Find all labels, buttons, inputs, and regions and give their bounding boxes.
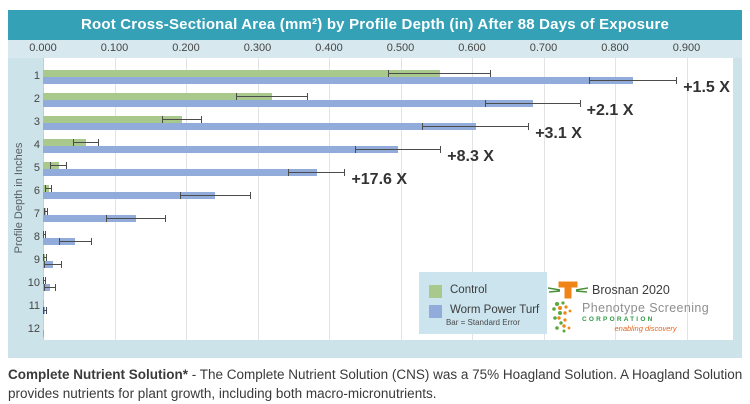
- legend: Control Worm Power Turf Bar = Standard E…: [419, 272, 547, 334]
- phenotype-name: Phenotype Screening: [582, 301, 710, 315]
- legend-swatch-control: [429, 285, 442, 298]
- y-tick-label: 12: [27, 323, 40, 335]
- legend-swatch-worm-power-turf: [429, 305, 442, 318]
- y-tick-label: 5: [33, 162, 40, 174]
- error-bar: [179, 192, 252, 199]
- brosnan-label: Brosnan 2020: [592, 283, 670, 297]
- error-bar: [421, 123, 530, 130]
- y-tick-label: 11: [28, 300, 40, 312]
- x-tick-label: 0.600: [458, 42, 486, 54]
- error-bar: [355, 146, 442, 153]
- bar-control: [43, 70, 440, 77]
- error-bar: [162, 116, 203, 123]
- error-bar: [43, 231, 46, 238]
- x-tick-label: 0.800: [601, 42, 629, 54]
- chart: Root Cross-Sectional Area (mm²) by Profi…: [8, 10, 742, 358]
- bar-worm-power-turf: [43, 192, 216, 199]
- gridline: [544, 58, 545, 340]
- error-bar: [43, 307, 48, 314]
- phenotype-dots-icon: [552, 301, 572, 333]
- phenotype-tagline: enabling discovery: [614, 324, 677, 333]
- bar-control: [43, 116, 183, 123]
- error-bar: [43, 254, 48, 261]
- x-tick-label: 0.400: [315, 42, 343, 54]
- footnote: Complete Nutrient Solution* - The Comple…: [8, 366, 744, 404]
- gridline: [615, 58, 616, 340]
- bar-worm-power-turf: [43, 169, 317, 176]
- x-tick-label: 0.900: [672, 42, 701, 54]
- footnote-bold: Complete Nutrient Solution*: [8, 367, 188, 382]
- gridline: [115, 58, 116, 340]
- bar-worm-power-turf: [43, 215, 136, 222]
- bar-worm-power-turf: [43, 77, 633, 84]
- bar-worm-power-turf: [43, 330, 44, 337]
- legend-note: Bar = Standard Error: [445, 318, 521, 327]
- error-bar: [44, 284, 56, 291]
- gridline: [258, 58, 259, 340]
- gridline: [472, 58, 473, 340]
- error-bar: [45, 185, 53, 192]
- fold-increase-label: +2.1 X: [586, 102, 634, 119]
- error-bar: [588, 77, 678, 84]
- error-bar: [44, 261, 62, 268]
- bar-worm-power-turf: [43, 100, 533, 107]
- fold-increase-label: +1.5 X: [683, 79, 730, 96]
- y-tick-label: 3: [33, 116, 40, 128]
- error-bar: [58, 238, 92, 245]
- y-tick-label: 10: [27, 277, 40, 289]
- x-tick-label: 0.000: [29, 42, 57, 54]
- error-bar: [50, 162, 68, 169]
- error-bar: [43, 277, 46, 284]
- x-tick-label: 0.100: [100, 42, 129, 54]
- fold-increase-label: +17.6 X: [351, 171, 408, 188]
- bar-worm-power-turf: [43, 146, 399, 153]
- gridline: [401, 58, 402, 340]
- legend-label-control: Control: [450, 284, 488, 296]
- error-bar: [484, 100, 581, 107]
- fold-increase-label: +8.3 X: [447, 148, 494, 165]
- y-tick-label: 1: [33, 70, 40, 82]
- error-bar: [43, 208, 48, 215]
- error-bar: [73, 139, 99, 146]
- x-tick-label: 0.500: [386, 42, 415, 54]
- x-tick-label: 0.300: [243, 42, 272, 54]
- chart-title: Root Cross-Sectional Area (mm²) by Profi…: [8, 10, 742, 40]
- bar-control: [43, 300, 44, 307]
- bar-worm-power-turf: [43, 123, 476, 130]
- footnote-text: - The Complete Nutrient Solution (CNS) w…: [8, 367, 743, 401]
- error-bar: [105, 215, 166, 222]
- y-tick-label: 9: [33, 254, 40, 266]
- y-tick-label: 8: [33, 231, 40, 243]
- power-t-icon: [548, 280, 588, 300]
- error-bar: [388, 70, 492, 77]
- error-bar: [288, 169, 346, 176]
- bar-control: [43, 139, 86, 146]
- x-tick-label: 0.200: [172, 42, 200, 54]
- gridline: [43, 58, 44, 340]
- bar-control: [43, 93, 272, 100]
- legend-label-worm-power-turf: Worm Power Turf: [450, 304, 540, 316]
- y-tick-label: 2: [33, 93, 40, 105]
- brosnan-logo: Brosnan 2020: [548, 279, 670, 301]
- phenotype-corporation: CORPORATION: [582, 316, 655, 323]
- y-tick-label: 4: [33, 139, 40, 151]
- x-tick-label: 0.700: [529, 42, 558, 54]
- error-bar: [236, 93, 308, 100]
- gridline: [329, 58, 330, 340]
- gridline: [186, 58, 187, 340]
- fold-increase-label: +3.1 X: [535, 125, 582, 142]
- y-tick-label: 7: [33, 208, 40, 220]
- x-axis: 0.000 0.100 0.200 0.300 0.400 0.500 0.600 0.700…: [8, 40, 742, 58]
- gridline: [687, 58, 688, 340]
- plot-area: Control Worm Power Turf Bar = Standard E…: [43, 58, 733, 340]
- y-tick-label: 6: [33, 185, 40, 197]
- phenotype-screening-logo: Phenotype Screening CORPORATION enabling…: [551, 301, 709, 333]
